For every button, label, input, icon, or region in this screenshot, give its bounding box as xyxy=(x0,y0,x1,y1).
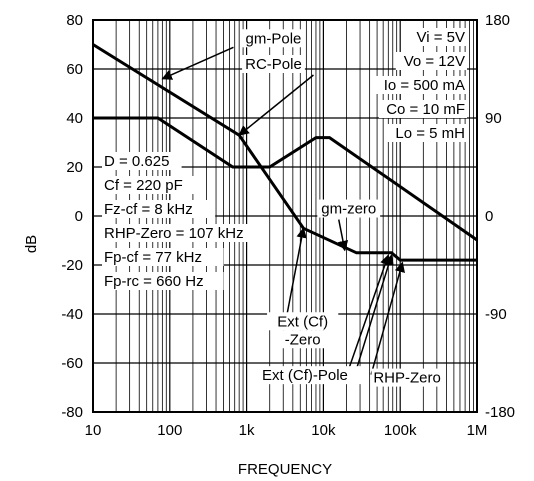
param-right-bg xyxy=(395,52,467,70)
param-left-bg xyxy=(102,248,224,266)
gm-zero-label-bg xyxy=(317,199,381,218)
rhp-zero-annot-arrow xyxy=(370,261,405,375)
plot-frame xyxy=(92,19,478,413)
y-tick-label: 0 xyxy=(75,208,83,225)
ext-cf-zero-label-2-bg xyxy=(279,330,326,349)
rc-pole-label-bg xyxy=(242,55,305,73)
param-right-bg xyxy=(370,76,467,94)
y-tick-label: 60 xyxy=(66,61,83,78)
x-tick-label: 100k xyxy=(384,422,417,439)
param-left: Fp-rc = 660 Hz xyxy=(104,273,204,290)
gm-zero-arrow xyxy=(337,219,349,252)
x-tick-label: 1k xyxy=(239,422,255,439)
phase-curve xyxy=(93,116,478,242)
ext-cf-pole-label-bg xyxy=(248,366,362,385)
parameter-text: Vi = 5V Vo = 12V Io = 500 mA Co = 10 mF Lo =… xyxy=(102,28,467,290)
y2-tick-label: 90 xyxy=(485,110,502,127)
rhp-zero-annot-label: RHP-Zero xyxy=(373,370,441,387)
rhp-zero-annot-label-bg xyxy=(371,368,443,387)
param-right-bg xyxy=(404,28,467,46)
y2-tick-label: 180 xyxy=(485,12,510,29)
param-left: Fz-cf = 8 kHz xyxy=(104,201,193,218)
gm-pole-label: gm-Pole xyxy=(246,30,302,47)
param-left: Fp-cf = 77 kHz xyxy=(104,249,202,266)
param-right-bg xyxy=(387,124,467,142)
y-tick-label: 80 xyxy=(66,12,83,29)
x-tick-label: 1M xyxy=(467,422,488,439)
ext-cf-zero-label-2: -Zero xyxy=(285,331,321,348)
rc-pole-label: RC-Pole xyxy=(245,56,302,73)
gm-pole-label-bg xyxy=(242,29,305,48)
param-left: RHP-Zero = 107 kHz xyxy=(104,225,244,242)
y-tick-label: -80 xyxy=(61,404,83,421)
y-right-tick-labels: 180 90 0 -90 -180 xyxy=(485,12,515,421)
ext-cf-pole-arrow xyxy=(354,254,394,375)
param-left-bg xyxy=(102,200,216,218)
ext-cf-pole-label: Ext (Cf)-Pole xyxy=(262,367,348,384)
param-right: Io = 500 mA xyxy=(384,77,465,94)
param-left: D = 0.625 xyxy=(104,153,169,170)
ext-cf-zero-arrow xyxy=(285,227,307,317)
param-right: Vo = 12V xyxy=(404,53,465,70)
x-tick-labels: 10 100 1k 10k 100k 1M xyxy=(85,422,488,439)
param-right-bg xyxy=(379,100,467,118)
y-tick-label: -60 xyxy=(61,355,83,372)
y2-tick-label: -180 xyxy=(485,404,515,421)
ext-cf-zero-label-bg xyxy=(267,312,339,331)
gm-pole-arrow xyxy=(161,46,234,80)
y-left-tick-labels: 80 60 40 20 0 -20 -40 -60 -80 xyxy=(61,12,83,421)
x-tick-label: 100 xyxy=(157,422,182,439)
annotations: gm-Pole RC-Pole gm-zero Ext (Cf)-Zero Ext (C… xyxy=(161,29,443,387)
param-right: Co = 10 mF xyxy=(386,101,465,118)
rc-pole-arrow xyxy=(238,74,314,136)
param-left-bg xyxy=(102,272,224,290)
y-tick-label: -20 xyxy=(61,257,83,274)
y-tick-label: 40 xyxy=(66,110,83,127)
param-right: Lo = 5 mH xyxy=(395,125,465,142)
y-tick-label: -40 xyxy=(61,306,83,323)
gm-zero-label: gm-zero xyxy=(321,201,376,218)
param-left: Cf = 220 pF xyxy=(104,177,183,194)
y2-tick-label: -90 xyxy=(485,306,507,323)
ext-cf-zero-label: Ext (Cf) xyxy=(277,313,328,330)
y2-tick-label: 0 xyxy=(485,208,493,225)
param-right: Vi = 5V xyxy=(416,29,465,46)
y-tick-label: 20 xyxy=(66,159,83,176)
param-left-bg xyxy=(102,152,182,170)
y-axis-label: dB xyxy=(23,235,40,253)
param-left-bg xyxy=(102,224,258,242)
x-tick-label: 10k xyxy=(311,422,336,439)
ext-cf-pole-arrow-2 xyxy=(346,254,391,375)
x-axis-label: FREQUENCY xyxy=(238,461,332,478)
param-left-bg xyxy=(102,176,199,194)
x-tick-label: 10 xyxy=(85,422,102,439)
